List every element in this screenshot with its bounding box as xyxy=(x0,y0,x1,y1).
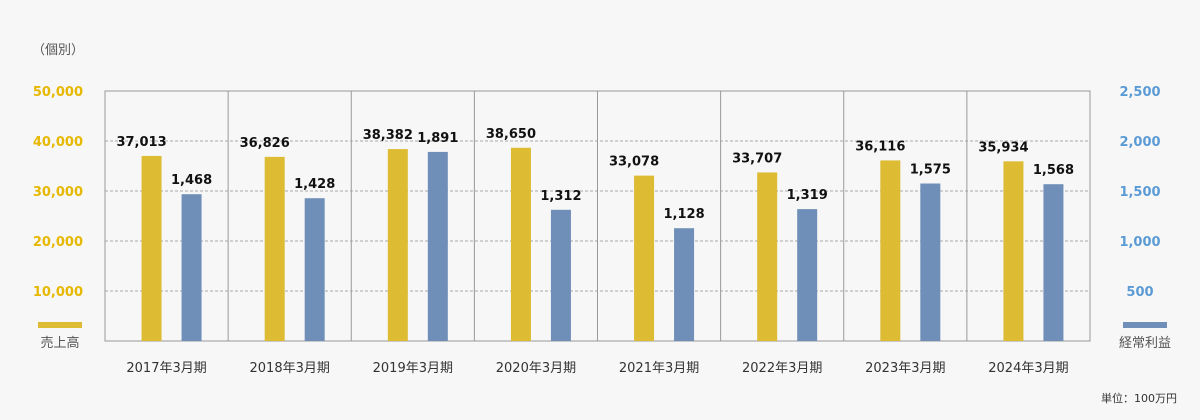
bars xyxy=(141,147,1064,341)
value-label-profit: 1,468 xyxy=(171,173,212,188)
category-label: 2024年3月期 xyxy=(988,361,1068,376)
value-label-profit: 1,575 xyxy=(910,163,951,178)
value-label-profit: 1,312 xyxy=(540,189,581,204)
bar-sales xyxy=(1003,161,1024,341)
value-label-profit: 1,428 xyxy=(294,177,335,192)
bar-sales xyxy=(880,160,901,341)
left-tick-label: 20,000 xyxy=(33,235,83,250)
unit-note: 単位：100万円 xyxy=(1101,391,1177,405)
value-label-sales: 35,934 xyxy=(978,140,1028,155)
category-label: 2019年3月期 xyxy=(373,361,453,376)
x-axis: 2017年3月期 2018年3月期 2019年3月期 2020年3月期 2021年3月期… xyxy=(126,361,1068,376)
bar-profit xyxy=(181,194,202,341)
bar-profit xyxy=(550,209,571,341)
bar-profit xyxy=(1043,184,1064,341)
bar-profit xyxy=(920,183,941,341)
data-labels: 37,013 36,826 38,382 38,650 33,078 33,707 36,1… xyxy=(116,127,1074,222)
bar-sales xyxy=(141,155,162,341)
legend-swatch-profit xyxy=(1123,322,1167,328)
category-label: 2018年3月期 xyxy=(250,361,330,376)
right-tick-label: 1,000 xyxy=(1119,235,1160,250)
category-label: 2023年3月期 xyxy=(865,361,945,376)
category-label: 2021年3月期 xyxy=(619,361,699,376)
bar-profit xyxy=(304,198,325,341)
category-label: 2022年3月期 xyxy=(742,361,822,376)
value-label-sales: 36,826 xyxy=(240,136,290,151)
category-label: 2020年3月期 xyxy=(496,361,576,376)
bar-sales xyxy=(264,156,285,341)
value-label-sales: 37,013 xyxy=(116,135,166,150)
right-tick-label: 2,000 xyxy=(1119,135,1160,150)
chart-note-top: （個別） xyxy=(32,43,84,58)
value-label-profit: 1,319 xyxy=(787,188,828,203)
legend-swatch-sales xyxy=(38,322,82,328)
left-tick-label: 50,000 xyxy=(33,85,83,100)
bar-sales xyxy=(387,149,408,341)
value-label-sales: 33,707 xyxy=(732,151,782,166)
legend-label-profit: 経常利益 xyxy=(1119,336,1171,351)
value-label-profit: 1,891 xyxy=(417,131,458,146)
value-label-profit: 1,568 xyxy=(1033,163,1074,178)
value-label-profit: 1,128 xyxy=(664,207,705,222)
category-label: 2017年3月期 xyxy=(126,361,206,376)
bar-profit xyxy=(674,228,695,341)
legend-label-sales: 売上高 xyxy=(40,335,79,351)
bar-sales xyxy=(510,147,531,341)
right-tick-label: 2,500 xyxy=(1119,85,1160,100)
bar-sales xyxy=(634,175,655,341)
value-label-sales: 33,078 xyxy=(609,155,659,170)
value-label-sales: 38,382 xyxy=(363,128,413,143)
left-tick-label: 30,000 xyxy=(33,185,83,200)
left-tick-label: 40,000 xyxy=(33,135,83,150)
bar-profit xyxy=(427,151,448,341)
value-label-sales: 38,650 xyxy=(486,127,536,142)
right-tick-label: 1,500 xyxy=(1119,185,1160,200)
value-label-sales: 36,116 xyxy=(855,139,905,154)
left-axis: 10,000 20,000 30,000 40,000 50,000 xyxy=(33,85,83,300)
right-tick-label: 500 xyxy=(1126,285,1153,300)
bar-profit xyxy=(797,209,818,341)
plot-frame xyxy=(104,90,1091,342)
bar-sales xyxy=(757,172,778,341)
left-tick-label: 10,000 xyxy=(33,285,83,300)
right-axis: 500 1,000 1,500 2,000 2,500 xyxy=(1119,85,1160,300)
